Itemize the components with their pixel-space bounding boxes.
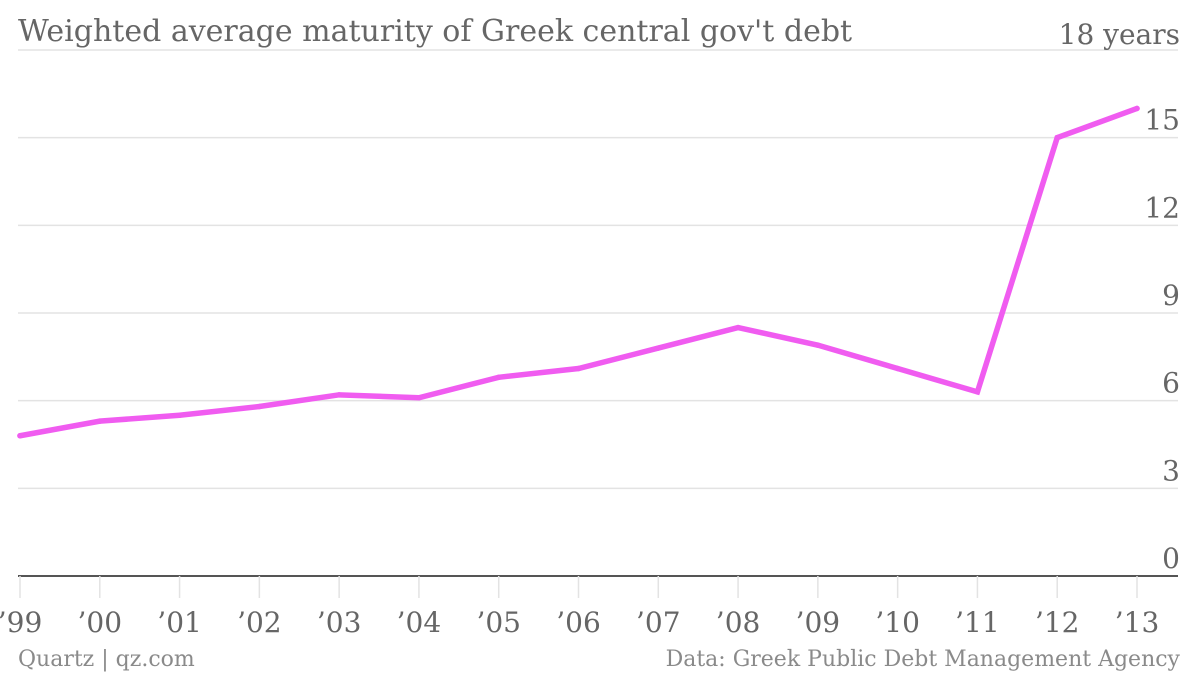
x-tick-label: ’05	[476, 606, 521, 639]
x-tick-label: ’06	[556, 606, 601, 639]
x-tick-label: ’10	[875, 606, 920, 639]
series-lines	[17, 105, 1140, 439]
data-point	[974, 389, 981, 395]
data-point	[735, 324, 741, 331]
chart-title: Weighted average maturity of Greek centr…	[18, 14, 853, 49]
data-point	[655, 345, 662, 351]
data-point	[97, 418, 103, 424]
data-point	[256, 403, 263, 410]
x-tick-label: ’08	[716, 606, 761, 639]
y-unit-label: 18 years	[1059, 18, 1180, 51]
data-point	[815, 342, 821, 348]
x-axis	[18, 575, 1178, 598]
footer-credit: Quartz | qz.com	[18, 647, 195, 672]
y-tick-label: 9	[1162, 279, 1180, 312]
y-tick-label: 6	[1162, 367, 1180, 400]
x-tick-label: ’01	[157, 606, 202, 639]
y-tick-label: 0	[1162, 542, 1180, 575]
data-point	[575, 365, 582, 372]
data-point	[894, 365, 901, 372]
data-point	[17, 432, 23, 439]
footer-source: Data: Greek Public Debt Management Agenc…	[665, 647, 1180, 672]
x-tick-label: ’03	[317, 606, 362, 639]
series-line	[17, 105, 1140, 439]
data-point	[416, 394, 422, 401]
y-tick-label: 15	[1144, 104, 1180, 137]
x-tick-label: ’13	[1115, 606, 1160, 639]
x-tick-label: ’04	[397, 606, 442, 639]
data-point	[495, 374, 502, 381]
data-point	[1054, 134, 1060, 141]
y-tick-labels: 18 years 0 3 6 9 12 15	[1059, 18, 1180, 575]
data-point	[176, 412, 183, 419]
x-tick-label: ’09	[796, 606, 841, 639]
gridlines	[18, 49, 1178, 490]
x-tick-label: ’07	[636, 606, 681, 639]
x-tick-label: ’12	[1035, 606, 1080, 639]
x-tick-label: ’02	[237, 606, 282, 639]
data-point	[1134, 105, 1140, 112]
x-tick-label: ’99	[0, 606, 42, 639]
data-point	[336, 392, 342, 398]
x-tick-label: ’00	[78, 606, 123, 639]
y-tick-label: 12	[1144, 191, 1180, 224]
x-tick-label: ’11	[955, 606, 1000, 639]
x-tick-labels: ’99 ’00 ’01 ’02 ’03 ’04 ’05 ’06 ’07 ’08 ’09 ’10 ’11 ’…	[0, 606, 1159, 639]
y-tick-label: 3	[1162, 454, 1180, 487]
